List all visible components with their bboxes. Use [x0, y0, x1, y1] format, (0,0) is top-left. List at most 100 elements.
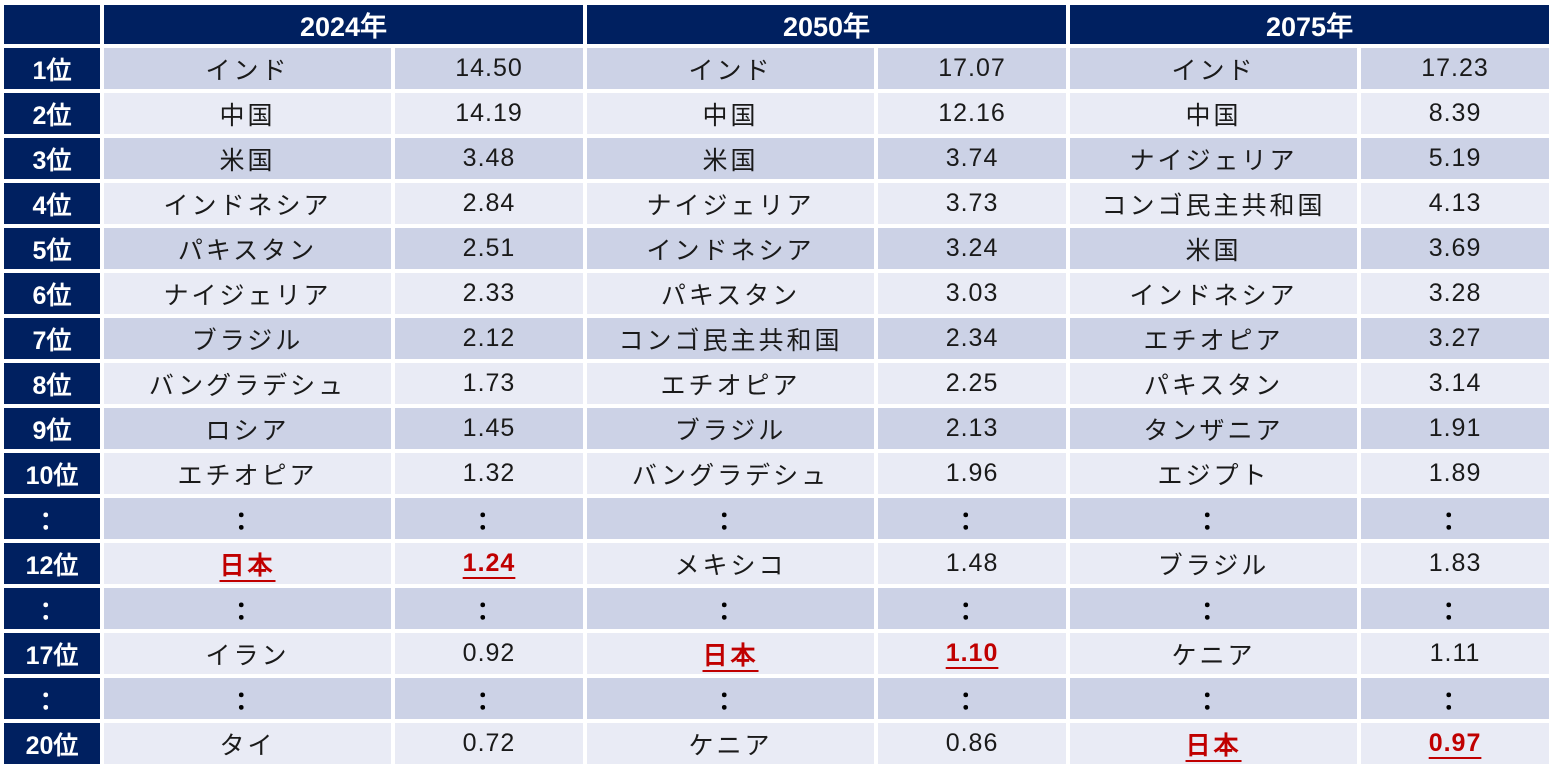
value-cell: 2.51	[395, 228, 584, 269]
year-header-2050: 2050年	[587, 5, 1067, 44]
ellipsis-cell: ：	[878, 588, 1067, 629]
country-cell: タンザニア	[1070, 408, 1358, 449]
value-cell: 2.84	[395, 183, 584, 224]
ellipsis-cell: ：	[104, 678, 391, 719]
value-cell: 2.25	[878, 363, 1067, 404]
country-cell: 中国	[587, 93, 875, 134]
value-cell: 3.14	[1361, 363, 1550, 404]
country-cell: ブラジル	[1070, 543, 1358, 584]
country-cell: インドネシア	[587, 228, 875, 269]
value-cell: 1.91	[1361, 408, 1550, 449]
country-cell: インド	[1070, 48, 1358, 89]
value-cell: 1.96	[878, 453, 1067, 494]
country-cell: パキスタン	[587, 273, 875, 314]
country-cell: 米国	[1070, 228, 1358, 269]
ellipsis-cell: ：	[395, 588, 584, 629]
country-cell: 米国	[587, 138, 875, 179]
country-cell: 中国	[104, 93, 391, 134]
country-cell: 日本	[104, 543, 391, 584]
ellipsis-row: ：：：：：：：	[4, 588, 1550, 629]
rank-cell: 5位	[4, 228, 100, 269]
ellipsis-cell: ：	[395, 498, 584, 539]
value-cell: 3.69	[1361, 228, 1550, 269]
table-row: 4位 インドネシア 2.84 ナイジェリア 3.73 コンゴ民主共和国 4.13	[4, 183, 1550, 224]
country-cell: インド	[587, 48, 875, 89]
rank-cell: 12位	[4, 543, 100, 584]
country-cell: メキシコ	[587, 543, 875, 584]
country-cell: インドネシア	[1070, 273, 1358, 314]
rank-cell: 4位	[4, 183, 100, 224]
value-cell: 2.34	[878, 318, 1067, 359]
value-cell: 3.27	[1361, 318, 1550, 359]
rank-cell: 10位	[4, 453, 100, 494]
country-cell: ナイジェリア	[104, 273, 391, 314]
ellipsis-cell: ：	[104, 498, 391, 539]
value-cell: 1.83	[1361, 543, 1550, 584]
rank-cell: 20位	[4, 723, 100, 764]
value-cell: 8.39	[1361, 93, 1550, 134]
table-body: 1位 インド 14.50 インド 17.07 インド 17.23 2位 中国 14.19 中国 12.…	[4, 48, 1550, 764]
country-cell: 日本	[587, 633, 875, 674]
country-cell: バングラデシュ	[104, 363, 391, 404]
rank-cell: 7位	[4, 318, 100, 359]
country-cell: コンゴ民主共和国	[587, 318, 875, 359]
ellipsis-row: ：：：：：：：	[4, 498, 1550, 539]
header-row: 2024年 2050年 2075年	[4, 5, 1550, 44]
value-cell: 3.48	[395, 138, 584, 179]
rank-cell: 9位	[4, 408, 100, 449]
value-cell: 1.24	[395, 543, 584, 584]
year-header-2075: 2075年	[1070, 5, 1550, 44]
country-cell: ケニア	[1070, 633, 1358, 674]
ellipsis-cell: ：	[1361, 498, 1550, 539]
table-row: 6位 ナイジェリア 2.33 パキスタン 3.03 インドネシア 3.28	[4, 273, 1550, 314]
country-cell: ロシア	[104, 408, 391, 449]
value-cell: 1.45	[395, 408, 584, 449]
country-cell: ブラジル	[587, 408, 875, 449]
country-cell: パキスタン	[104, 228, 391, 269]
rank-cell: ：	[4, 678, 100, 719]
country-cell: パキスタン	[1070, 363, 1358, 404]
table-row: 1位 インド 14.50 インド 17.07 インド 17.23	[4, 48, 1550, 89]
value-cell: 1.11	[1361, 633, 1550, 674]
table-row: 2位 中国 14.19 中国 12.16 中国 8.39	[4, 93, 1550, 134]
country-cell: エジプト	[1070, 453, 1358, 494]
table-row: 7位 ブラジル 2.12 コンゴ民主共和国 2.34 エチオピア 3.27	[4, 318, 1550, 359]
value-cell: 3.74	[878, 138, 1067, 179]
value-cell: 3.28	[1361, 273, 1550, 314]
country-cell: タイ	[104, 723, 391, 764]
ellipsis-cell: ：	[878, 498, 1067, 539]
table-row: 5位 パキスタン 2.51 インドネシア 3.24 米国 3.69	[4, 228, 1550, 269]
rank-cell: 8位	[4, 363, 100, 404]
value-cell: 3.03	[878, 273, 1067, 314]
value-cell: 1.73	[395, 363, 584, 404]
value-cell: 4.13	[1361, 183, 1550, 224]
value-cell: 1.32	[395, 453, 584, 494]
ellipsis-cell: ：	[1361, 678, 1550, 719]
value-cell: 14.19	[395, 93, 584, 134]
ellipsis-cell: ：	[587, 498, 875, 539]
ellipsis-cell: ：	[1361, 588, 1550, 629]
country-cell: 中国	[1070, 93, 1358, 134]
value-cell: 5.19	[1361, 138, 1550, 179]
table-row: 10位 エチオピア 1.32 バングラデシュ 1.96 エジプト 1.89	[4, 453, 1550, 494]
country-cell: 米国	[104, 138, 391, 179]
rank-cell: 17位	[4, 633, 100, 674]
value-cell: 3.73	[878, 183, 1067, 224]
value-cell: 3.24	[878, 228, 1067, 269]
rank-cell: 1位	[4, 48, 100, 89]
country-cell: ナイジェリア	[587, 183, 875, 224]
country-cell: エチオピア	[1070, 318, 1358, 359]
country-cell: ケニア	[587, 723, 875, 764]
country-cell: コンゴ民主共和国	[1070, 183, 1358, 224]
corner-cell	[4, 5, 100, 44]
ellipsis-cell: ：	[1070, 498, 1358, 539]
table-row: 3位 米国 3.48 米国 3.74 ナイジェリア 5.19	[4, 138, 1550, 179]
country-cell: バングラデシュ	[587, 453, 875, 494]
value-cell: 0.97	[1361, 723, 1550, 764]
rank-cell: 3位	[4, 138, 100, 179]
value-cell: 0.92	[395, 633, 584, 674]
table-row: 20位 タイ 0.72 ケニア 0.86 日本 0.97	[4, 723, 1550, 764]
value-cell: 0.86	[878, 723, 1067, 764]
rank-cell: ：	[4, 588, 100, 629]
